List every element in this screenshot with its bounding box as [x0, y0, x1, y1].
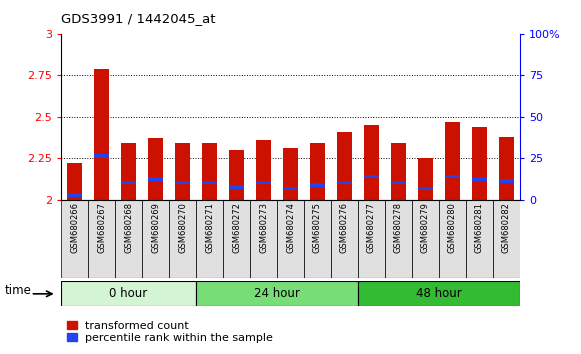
- Bar: [196, 200, 223, 278]
- Bar: [445, 175, 460, 178]
- Bar: [412, 200, 439, 278]
- Bar: [142, 200, 169, 278]
- Bar: [169, 200, 196, 278]
- Bar: [493, 200, 520, 278]
- Bar: [121, 181, 136, 184]
- Bar: [337, 132, 352, 200]
- Text: time: time: [5, 284, 31, 297]
- Text: GSM680268: GSM680268: [124, 202, 133, 253]
- Bar: [310, 183, 325, 187]
- Bar: [229, 150, 244, 200]
- Bar: [256, 181, 271, 184]
- Bar: [499, 137, 514, 200]
- Bar: [364, 125, 379, 200]
- Text: GSM680281: GSM680281: [475, 202, 484, 253]
- Bar: [310, 143, 325, 200]
- Bar: [364, 175, 379, 178]
- Text: GSM680271: GSM680271: [205, 202, 214, 253]
- Bar: [148, 138, 163, 200]
- Text: GSM680278: GSM680278: [394, 202, 403, 253]
- Bar: [466, 200, 493, 278]
- Bar: [94, 69, 109, 200]
- Bar: [229, 185, 244, 189]
- Bar: [472, 127, 487, 200]
- Bar: [121, 143, 136, 200]
- Bar: [88, 200, 115, 278]
- Bar: [439, 200, 466, 278]
- Text: GSM680276: GSM680276: [340, 202, 349, 253]
- Bar: [175, 143, 190, 200]
- Bar: [148, 177, 163, 181]
- Bar: [175, 181, 190, 184]
- Bar: [391, 181, 406, 184]
- Text: GSM680266: GSM680266: [70, 202, 79, 253]
- Bar: [358, 281, 520, 306]
- Text: GSM680280: GSM680280: [448, 202, 457, 253]
- Text: GSM680275: GSM680275: [313, 202, 322, 253]
- Bar: [277, 200, 304, 278]
- Bar: [67, 164, 82, 200]
- Bar: [196, 281, 358, 306]
- Bar: [391, 143, 406, 200]
- Bar: [418, 187, 433, 190]
- Bar: [223, 200, 250, 278]
- Text: GSM680274: GSM680274: [286, 202, 295, 253]
- Text: 0 hour: 0 hour: [109, 287, 148, 300]
- Text: GSM680269: GSM680269: [151, 202, 160, 253]
- Bar: [445, 122, 460, 200]
- Bar: [385, 200, 412, 278]
- Bar: [304, 200, 331, 278]
- Bar: [358, 200, 385, 278]
- Text: GSM680279: GSM680279: [421, 202, 430, 253]
- Bar: [67, 193, 82, 197]
- Bar: [250, 200, 277, 278]
- Bar: [94, 154, 109, 158]
- Bar: [61, 281, 196, 306]
- Bar: [115, 200, 142, 278]
- Bar: [202, 143, 217, 200]
- Bar: [256, 140, 271, 200]
- Bar: [499, 179, 514, 183]
- Text: GSM680273: GSM680273: [259, 202, 268, 253]
- Text: GSM680277: GSM680277: [367, 202, 376, 253]
- Text: GSM680272: GSM680272: [232, 202, 241, 253]
- Bar: [61, 200, 88, 278]
- Bar: [472, 177, 487, 181]
- Bar: [202, 181, 217, 184]
- Text: 48 hour: 48 hour: [416, 287, 462, 300]
- Text: GDS3991 / 1442045_at: GDS3991 / 1442045_at: [61, 12, 216, 25]
- Bar: [418, 159, 433, 200]
- Legend: transformed count, percentile rank within the sample: transformed count, percentile rank withi…: [67, 321, 273, 343]
- Text: GSM680267: GSM680267: [97, 202, 106, 253]
- Text: GSM680270: GSM680270: [178, 202, 187, 253]
- Bar: [337, 181, 352, 184]
- Text: GSM680282: GSM680282: [502, 202, 511, 253]
- Bar: [283, 148, 298, 200]
- Text: 24 hour: 24 hour: [254, 287, 300, 300]
- Bar: [331, 200, 358, 278]
- Bar: [283, 187, 298, 190]
